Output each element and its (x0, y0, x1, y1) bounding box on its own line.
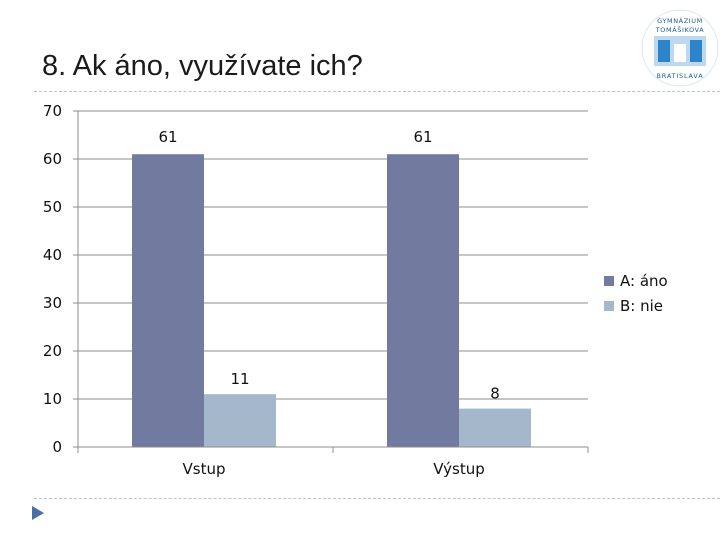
bar-series-b (204, 394, 276, 447)
y-tick-label: 20 (43, 342, 62, 360)
logo-text-top-1: GYMNÁZIUM (657, 16, 703, 25)
chart-legend: A: áno B: nie (604, 268, 668, 318)
y-tick-label: 10 (43, 390, 62, 408)
data-label: 8 (490, 385, 500, 403)
y-tick-label: 40 (43, 246, 62, 264)
legend-swatch-series-b (604, 300, 614, 311)
legend-label-series-b: B: nie (620, 296, 664, 315)
y-tick-label: 60 (43, 150, 62, 168)
data-label: 61 (413, 128, 432, 146)
data-label: 11 (230, 370, 249, 388)
school-logo: GYMNÁZIUM TOMÁŠIKOVA BRATISLAVA (641, 9, 719, 87)
data-label: 61 (158, 128, 177, 146)
y-tick-label: 30 (43, 294, 62, 312)
slide-title: 8. Ak áno, využívate ich? (42, 50, 363, 82)
x-category-label: Výstup (433, 460, 484, 478)
slide-marker-icon (32, 506, 44, 520)
legend-label-series-a: A: áno (620, 271, 668, 290)
bar-series-a (132, 154, 204, 447)
y-tick-label: 50 (43, 198, 62, 216)
bar-series-b (459, 408, 531, 447)
title-divider (34, 91, 720, 92)
y-tick-label: 0 (52, 438, 62, 456)
legend-item-series-a: A: áno (604, 268, 668, 293)
y-tick-label: 70 (43, 102, 62, 120)
legend-item-series-b: B: nie (604, 293, 668, 318)
bar-series-a (387, 154, 459, 447)
logo-text-bottom: BRATISLAVA (657, 72, 704, 80)
logo-text-top-2: TOMÁŠIKOVA (655, 25, 705, 34)
legend-swatch-series-a (604, 275, 614, 286)
footer-divider (34, 498, 720, 499)
x-category-label: Vstup (183, 460, 226, 478)
